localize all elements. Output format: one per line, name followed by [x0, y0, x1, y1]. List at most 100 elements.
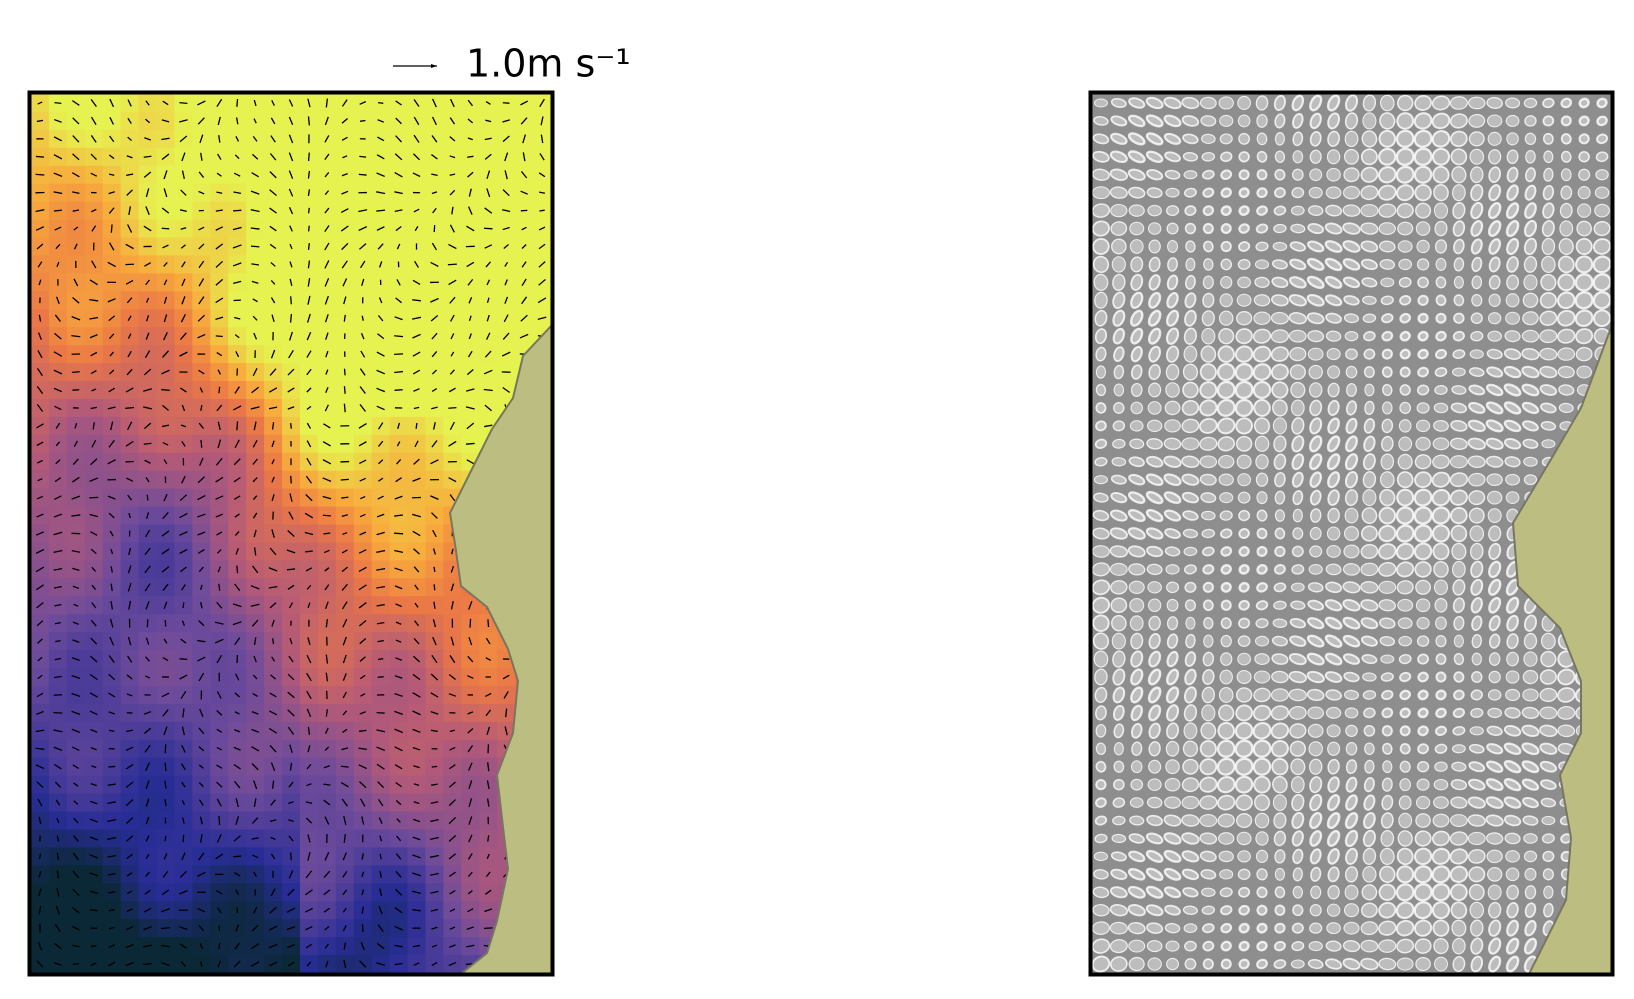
velocity-arrow	[467, 728, 474, 734]
ellipse	[1183, 722, 1198, 740]
velocity-arrow	[37, 478, 43, 482]
ellipse	[1292, 112, 1304, 129]
ellipse	[1556, 291, 1576, 310]
velocity-arrow	[376, 351, 385, 357]
ellipse	[1128, 204, 1145, 217]
velocity-arrow	[306, 783, 312, 787]
velocity-arrow	[233, 780, 241, 789]
ellipse	[1506, 149, 1519, 165]
velocity-arrow	[358, 729, 367, 732]
velocity-arrow	[89, 710, 98, 716]
velocity-arrow	[235, 816, 240, 825]
velocity-arrow	[162, 657, 169, 662]
velocity-arrow	[198, 369, 205, 375]
velocity-arrow	[90, 783, 97, 787]
ellipse	[1557, 724, 1576, 738]
ellipse	[1130, 668, 1144, 686]
velocity-arrow	[253, 655, 257, 663]
velocity-arrow	[306, 690, 312, 700]
velocity-arrow	[35, 548, 45, 554]
velocity-arrow	[54, 924, 61, 933]
ellipse	[1110, 115, 1128, 127]
velocity-arrow	[73, 440, 78, 448]
velocity-arrow	[484, 424, 493, 428]
velocity-arrow	[250, 585, 260, 590]
ellipse	[1164, 904, 1181, 916]
velocity-arrow	[71, 334, 81, 338]
velocity-arrow	[288, 801, 294, 805]
velocity-arrow	[394, 944, 403, 948]
ellipse	[1238, 151, 1250, 163]
velocity-arrow	[72, 944, 80, 948]
ellipse	[1382, 760, 1393, 774]
ellipse	[1272, 775, 1288, 794]
velocity-arrow	[107, 298, 116, 303]
velocity-arrow	[269, 906, 277, 914]
velocity-arrow	[412, 692, 421, 698]
velocity-arrow	[361, 871, 365, 878]
ellipse	[1396, 471, 1414, 489]
velocity-arrow	[467, 118, 474, 124]
ellipse	[1164, 546, 1181, 557]
velocity-arrow	[286, 907, 296, 913]
velocity-arrow	[322, 441, 331, 447]
ellipse	[1274, 472, 1286, 488]
velocity-arrow	[144, 262, 152, 267]
ellipse	[1540, 421, 1557, 431]
velocity-arrow	[486, 332, 491, 340]
ellipse	[1309, 922, 1323, 934]
velocity-arrow	[215, 209, 223, 212]
ellipse	[1238, 581, 1250, 593]
ellipse	[1183, 564, 1197, 575]
ellipse	[1487, 131, 1502, 146]
ellipse	[1307, 205, 1324, 217]
ellipse	[1379, 258, 1396, 270]
ellipse	[1346, 383, 1357, 397]
ellipse	[1112, 815, 1126, 826]
ellipse	[1326, 526, 1341, 541]
ellipse	[1324, 671, 1343, 683]
ellipse	[1163, 132, 1182, 145]
ellipse	[1109, 527, 1128, 540]
velocity-arrow	[307, 726, 311, 735]
velocity-arrow	[342, 852, 347, 861]
velocity-arrow	[413, 962, 420, 966]
velocity-arrow	[197, 639, 206, 643]
velocity-arrow	[468, 188, 472, 197]
velocity-arrow	[216, 191, 223, 194]
velocity-arrow	[358, 747, 367, 750]
velocity-arrow	[38, 853, 42, 860]
ellipse	[1199, 399, 1218, 417]
velocity-arrow	[431, 406, 438, 410]
ellipse	[1343, 167, 1360, 183]
ellipse	[1272, 618, 1288, 628]
ellipse	[1343, 525, 1360, 542]
ellipse	[1557, 705, 1576, 720]
ellipse	[1166, 581, 1180, 594]
ellipse	[1450, 419, 1468, 432]
ellipse	[1578, 97, 1590, 109]
velocity-arrow	[216, 98, 223, 108]
velocity-arrow	[430, 729, 438, 732]
velocity-arrow	[394, 585, 403, 590]
ellipse	[1236, 293, 1252, 307]
ellipse	[1398, 419, 1412, 433]
ellipse	[1237, 258, 1251, 270]
velocity-arrow	[144, 118, 151, 124]
ellipse	[1399, 725, 1411, 737]
ellipse	[1217, 436, 1236, 452]
ellipse	[1467, 96, 1486, 110]
ellipse	[1110, 509, 1128, 522]
ellipse	[1163, 473, 1182, 487]
ellipse	[1435, 330, 1447, 342]
ellipse	[1362, 112, 1377, 130]
velocity-arrow	[108, 512, 115, 519]
velocity-arrow	[36, 781, 44, 789]
velocity-arrow	[486, 314, 490, 322]
velocity-arrow	[413, 818, 421, 823]
ellipse	[1092, 545, 1110, 558]
ellipse	[1327, 130, 1340, 147]
velocity-arrow	[412, 728, 421, 733]
ellipse	[1273, 959, 1287, 969]
ellipse	[1164, 777, 1181, 792]
